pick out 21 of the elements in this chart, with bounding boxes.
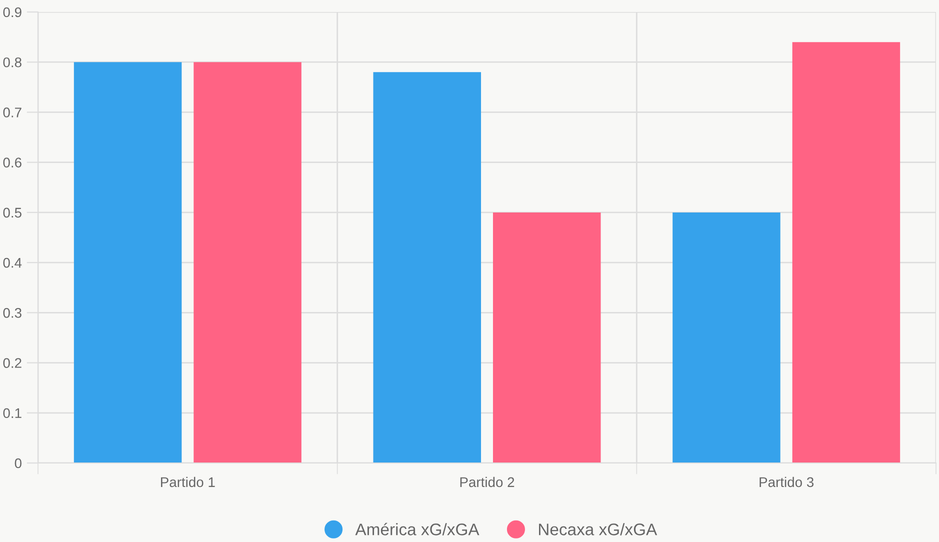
y-tick-label: 0.9 xyxy=(3,7,22,18)
y-tick-label: 0.2 xyxy=(3,358,22,368)
y-tick-label: 0 xyxy=(14,458,22,468)
x-tick-label: Partido 2 xyxy=(460,476,514,488)
legend-label: América xG/xGA xyxy=(355,522,480,536)
y-tick-label: 0.1 xyxy=(3,408,22,418)
x-tick-label: Partido 3 xyxy=(760,476,814,488)
y-tick-label: 0.7 xyxy=(3,108,22,118)
y-tick-label: 0.5 xyxy=(3,208,22,218)
y-tick-label: 0.4 xyxy=(3,258,22,268)
bar xyxy=(74,62,182,463)
bar xyxy=(492,212,601,463)
bar xyxy=(792,42,900,463)
y-tick-label: 0.6 xyxy=(3,158,22,168)
bar xyxy=(373,72,482,463)
bar xyxy=(194,62,302,463)
y-tick-label: 0.3 xyxy=(3,308,22,318)
bar xyxy=(672,212,780,463)
y-tick-label: 0.8 xyxy=(3,57,22,68)
legend-label: Necaxa xG/xGA xyxy=(539,523,658,536)
x-tick-label: Partido 1 xyxy=(161,476,215,488)
